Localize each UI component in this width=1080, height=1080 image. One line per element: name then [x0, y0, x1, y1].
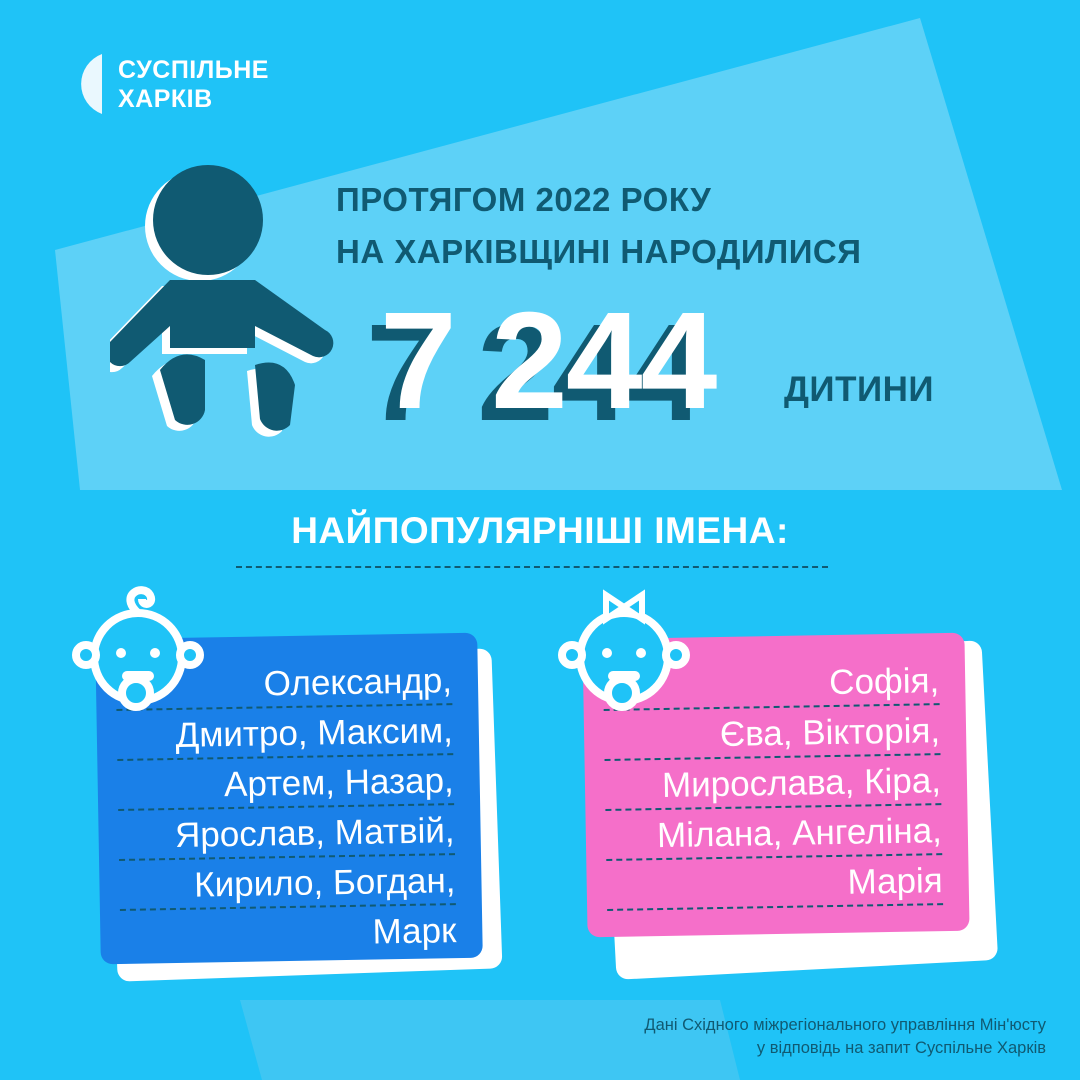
headline-line1: ПРОТЯГОМ 2022 РОКУ: [336, 181, 712, 218]
boys-name-line: Артем, Назар,: [117, 757, 455, 811]
headline-line2: НА ХАРКІВЩИНІ НАРОДИЛИСЯ: [336, 233, 862, 270]
translucent-panel: [55, 18, 1062, 490]
boys-name-line: Марк: [372, 911, 457, 952]
births-unit: ДИТИНИ: [784, 370, 935, 409]
boys-name-line: Дмитро, Максим,: [116, 707, 454, 761]
baby-girl-icon: [558, 589, 690, 711]
boys-name-line: Кирило, Богдан,: [119, 857, 456, 911]
girls-name-line: Марія: [606, 857, 944, 911]
baby-icon: [110, 165, 334, 437]
source-note: Дані Східного міжрегіонального управлінн…: [644, 1014, 1046, 1060]
source-line2: у відповідь на запит Суспільне Харків: [756, 1039, 1046, 1057]
brand-line1: СУСПІЛЬНЕ: [118, 56, 269, 84]
births-count: 7 244: [380, 284, 717, 438]
logo-icon: [81, 54, 102, 114]
title-divider: [236, 566, 828, 568]
girls-name-line: Мирослава, Кіра,: [604, 757, 942, 811]
source-line1: Дані Східного міжрегіонального управлінн…: [644, 1016, 1046, 1034]
boys-name-line: Ярослав, Матвій,: [118, 807, 456, 861]
brand-logo-text: СУСПІЛЬНЕ ХАРКІВ: [118, 56, 269, 114]
girls-name-line: Єва, Вікторія,: [603, 707, 941, 761]
baby-boy-icon: [72, 586, 204, 711]
popular-names-title: НАЙПОПУЛЯРНІШІ ІМЕНА:: [291, 510, 789, 551]
bottom-panel: [240, 1000, 740, 1080]
girls-name-line: Мілана, Ангеліна,: [605, 807, 943, 861]
headline: ПРОТЯГОМ 2022 РОКУ НА ХАРКІВЩИНІ НАРОДИЛ…: [336, 174, 861, 278]
brand-line2: ХАРКІВ: [118, 85, 213, 113]
